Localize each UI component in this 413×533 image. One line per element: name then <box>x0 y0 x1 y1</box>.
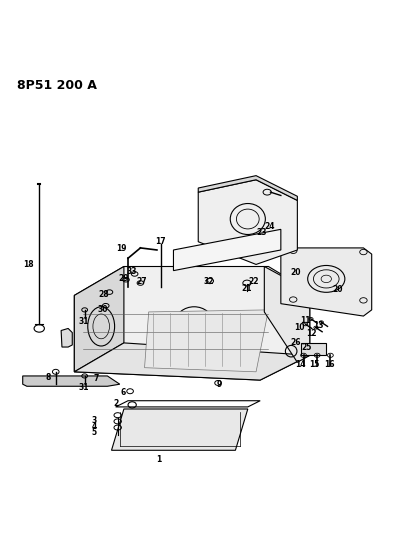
Text: 31: 31 <box>78 383 89 392</box>
Text: 30: 30 <box>97 304 108 313</box>
Text: 6: 6 <box>121 389 126 398</box>
Text: 7: 7 <box>93 374 99 383</box>
Text: 21: 21 <box>241 284 252 293</box>
Text: 32: 32 <box>203 277 214 286</box>
Text: 17: 17 <box>155 237 166 246</box>
Text: 9: 9 <box>216 379 221 389</box>
Polygon shape <box>198 176 297 200</box>
Text: 19: 19 <box>116 244 126 253</box>
Text: 12: 12 <box>306 329 317 338</box>
Polygon shape <box>74 343 310 380</box>
Text: 16: 16 <box>324 360 335 369</box>
Polygon shape <box>264 266 310 362</box>
Text: 14: 14 <box>295 360 306 369</box>
Text: 10: 10 <box>294 322 305 332</box>
Polygon shape <box>198 180 297 264</box>
Text: 20: 20 <box>332 285 343 294</box>
Text: 18: 18 <box>24 260 34 269</box>
Text: 29: 29 <box>119 274 129 284</box>
Text: 31: 31 <box>78 317 89 326</box>
Text: 13: 13 <box>313 321 323 329</box>
Text: 8P51 200 A: 8P51 200 A <box>17 78 96 92</box>
Text: 20: 20 <box>290 268 301 277</box>
Text: 26: 26 <box>290 338 301 347</box>
Text: 33: 33 <box>126 268 137 277</box>
Polygon shape <box>112 409 248 450</box>
Polygon shape <box>301 343 326 356</box>
Text: 15: 15 <box>309 360 320 369</box>
Polygon shape <box>74 266 310 380</box>
Polygon shape <box>74 266 124 372</box>
Text: 8: 8 <box>45 373 51 382</box>
Text: 1: 1 <box>157 455 161 464</box>
Polygon shape <box>281 248 372 316</box>
Text: 5: 5 <box>92 429 97 438</box>
Text: 23: 23 <box>256 228 267 237</box>
Text: 3: 3 <box>92 416 97 425</box>
Text: 24: 24 <box>264 222 275 231</box>
Text: 27: 27 <box>136 277 147 286</box>
Text: 11: 11 <box>300 316 311 325</box>
Polygon shape <box>23 376 120 386</box>
Polygon shape <box>61 328 72 347</box>
Polygon shape <box>116 401 260 407</box>
Text: 25: 25 <box>301 343 312 352</box>
Polygon shape <box>173 229 281 271</box>
Polygon shape <box>145 310 268 372</box>
Text: 4: 4 <box>92 422 97 431</box>
Text: 22: 22 <box>248 277 259 286</box>
Text: 2: 2 <box>113 399 118 408</box>
Text: 28: 28 <box>99 290 109 299</box>
